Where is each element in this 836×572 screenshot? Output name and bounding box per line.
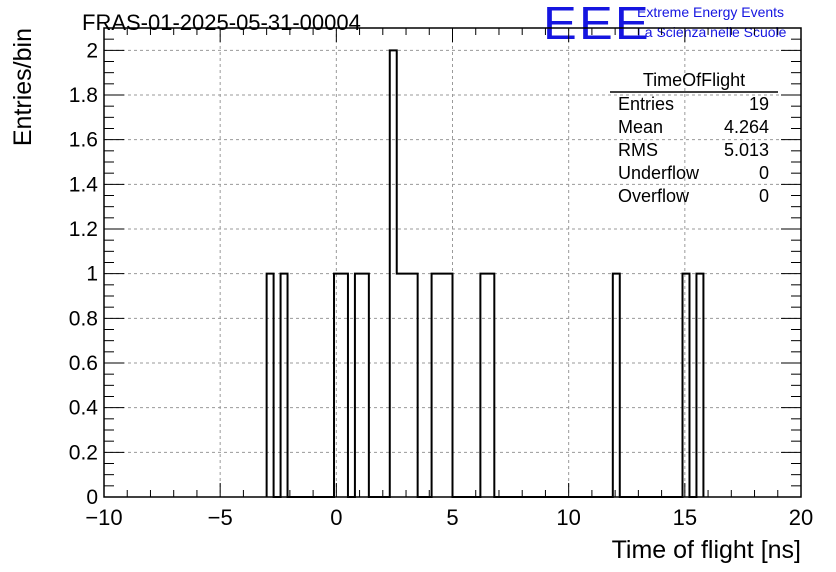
stats-label: Mean [618, 117, 663, 137]
histogram-bin [281, 274, 288, 497]
histogram-bin [683, 274, 690, 497]
logo-line-1: Extreme Energy Events [637, 4, 785, 20]
histogram-bin [267, 274, 274, 497]
x-tick-label: −10 [85, 505, 122, 530]
stats-label: Overflow [618, 186, 690, 206]
histogram-outline [265, 49, 705, 498]
histogram-bin [613, 274, 620, 497]
x-tick-label: 0 [330, 505, 342, 530]
stats-value: 0 [759, 186, 769, 206]
y-tick-label: 2 [86, 39, 98, 62]
eee-logo: EEE [543, 0, 651, 49]
y-tick-label: 1 [86, 263, 98, 286]
x-tick-label: 20 [789, 505, 813, 530]
histogram-bin [334, 274, 348, 497]
y-tick-label: 1.2 [69, 218, 98, 241]
y-tick-label: 0.2 [69, 441, 98, 464]
stats-label: Entries [618, 94, 674, 114]
y-axis-label: Entries/bin [9, 28, 37, 146]
stats-label: Underflow [618, 163, 700, 183]
histogram-bin [397, 274, 418, 497]
stats-value: 0 [759, 163, 769, 183]
histogram-bin [696, 274, 703, 497]
stats-title: TimeOfFlight [643, 70, 745, 90]
y-tick-label: 1.8 [69, 84, 98, 107]
stats-value: 5.013 [724, 140, 769, 160]
y-tick-label: 0.4 [69, 397, 99, 420]
stats-label: RMS [618, 140, 658, 160]
x-tick-label: 15 [673, 505, 697, 530]
x-tick-label: 5 [446, 505, 458, 530]
y-tick-label: 0.6 [69, 352, 98, 375]
x-axis-label: Time of flight [ns] [612, 536, 801, 564]
histogram-bin [355, 274, 369, 497]
stats-value: 4.264 [724, 117, 769, 137]
histogram-bin [480, 274, 494, 497]
x-tick-label: −5 [208, 505, 233, 530]
y-tick-label: 0.8 [69, 307, 98, 330]
histogram-bin [390, 50, 397, 497]
y-tick-label: 1.6 [69, 129, 98, 152]
y-tick-label: 0 [86, 486, 98, 509]
page-title: FRAS-01-2025-05-31-00004 [82, 10, 361, 35]
stats-value: 19 [749, 94, 769, 114]
histogram-bin [432, 274, 453, 497]
x-tick-label: 10 [556, 505, 580, 530]
y-tick-label: 1.4 [69, 173, 99, 196]
